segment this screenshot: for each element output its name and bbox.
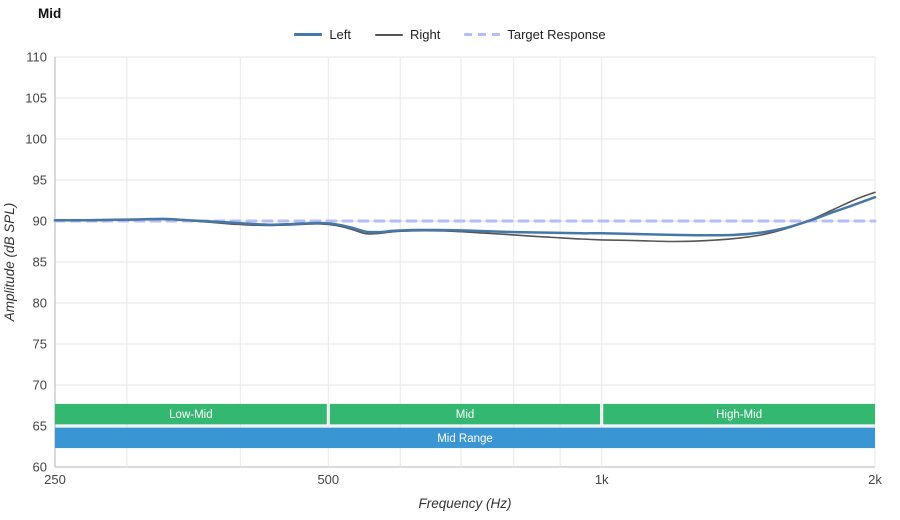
band-label: Low-Mid [169, 409, 212, 421]
x-tick-label: 500 [317, 472, 339, 487]
y-tick-label: 95 [33, 173, 47, 188]
band-mid-range [55, 427, 875, 449]
x-tick-label: 2k [868, 472, 882, 487]
legend-label-left: Left [329, 27, 352, 42]
y-tick-label: 75 [33, 337, 47, 352]
band-low-mid [55, 403, 327, 425]
y-tick-label: 85 [33, 255, 47, 270]
right-line-swatch [375, 33, 404, 36]
band-label: Mid [456, 409, 475, 421]
left-line-swatch [294, 33, 323, 36]
x-tick-label: 1k [595, 472, 609, 487]
chart-title: Mid [38, 6, 62, 21]
y-tick-label: 60 [33, 460, 47, 475]
legend: Left Right Target Response [0, 27, 900, 42]
legend-label-right: Right [410, 27, 441, 42]
x-tick-label: 250 [44, 472, 66, 487]
y-tick-label: 90 [33, 214, 47, 229]
y-tick-label: 65 [33, 419, 47, 434]
x-axis-title: Frequency (Hz) [418, 496, 511, 511]
legend-item-target[interactable]: Target Response [464, 27, 606, 42]
y-axis-title: Amplitude (dB SPL) [2, 203, 17, 323]
y-tick-label: 110 [26, 50, 47, 65]
legend-item-right[interactable]: Right [375, 27, 440, 42]
legend-item-left[interactable]: Left [294, 27, 351, 42]
band-label: High-Mid [716, 409, 762, 421]
y-tick-label: 105 [25, 91, 47, 106]
y-tick-label: 80 [33, 296, 47, 311]
band-label: Mid Range [437, 433, 493, 445]
y-tick-label: 100 [25, 132, 47, 147]
chart-layers: Low-Mid Mid High-Mid Mid Range 60 65 70 75 80 85 9… [25, 50, 882, 488]
band-high-mid [603, 403, 875, 425]
y-tick-label: 70 [33, 378, 47, 393]
band-mid [329, 403, 601, 425]
target-line-swatch [464, 33, 501, 36]
legend-label-target: Target Response [507, 27, 606, 42]
series-left-line [53, 195, 877, 237]
